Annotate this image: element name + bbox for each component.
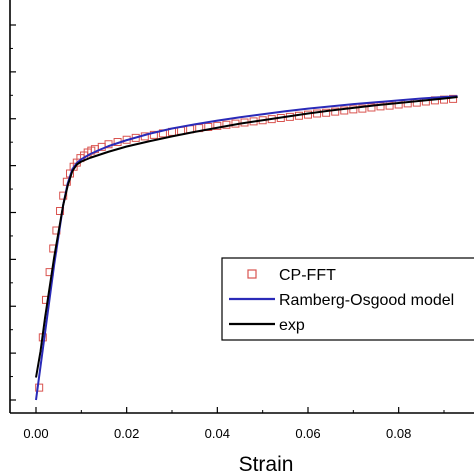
series-cp-fft-point xyxy=(340,106,349,115)
legend-label-cp-fft: CP-FFT xyxy=(279,267,336,284)
series-cp-fft-point xyxy=(349,105,358,114)
legend-swatch-cp-fft xyxy=(247,269,257,279)
series-exp-line xyxy=(35,96,458,378)
x-tick-label: 0.02 xyxy=(114,426,139,441)
series-cp-fft-point xyxy=(149,130,158,139)
legend: CP-FFT Ramberg-Osgood model exp xyxy=(221,257,474,341)
x-tick-label: 0.04 xyxy=(205,426,230,441)
axes: 0.00 0.02 0.04 0.06 0.08 xyxy=(9,0,474,441)
series-cp-fft-point xyxy=(59,191,68,200)
series-cp-fft-point xyxy=(331,107,340,116)
series-cp-fft-point xyxy=(35,383,44,392)
legend-label-ramberg-osgood-model: Ramberg-Osgood model xyxy=(279,292,454,309)
series-ramberg-osgood-model-line xyxy=(35,95,458,401)
series-cp-fft-point xyxy=(367,103,376,112)
series-group xyxy=(35,94,458,401)
series-cp-fft-point xyxy=(322,108,331,117)
series-cp-fft-point xyxy=(56,207,65,215)
series-cp-fft-point xyxy=(213,121,222,130)
x-tick-label: 0.06 xyxy=(295,426,320,441)
x-tick-label: 0.00 xyxy=(23,426,48,441)
x-tick-label: 0.08 xyxy=(386,426,411,441)
series-cp-fft-point xyxy=(204,123,213,131)
series-cp-fft-point xyxy=(358,104,367,113)
legend-label-exp: exp xyxy=(279,317,305,334)
x-axis-title: Strain xyxy=(239,453,294,474)
